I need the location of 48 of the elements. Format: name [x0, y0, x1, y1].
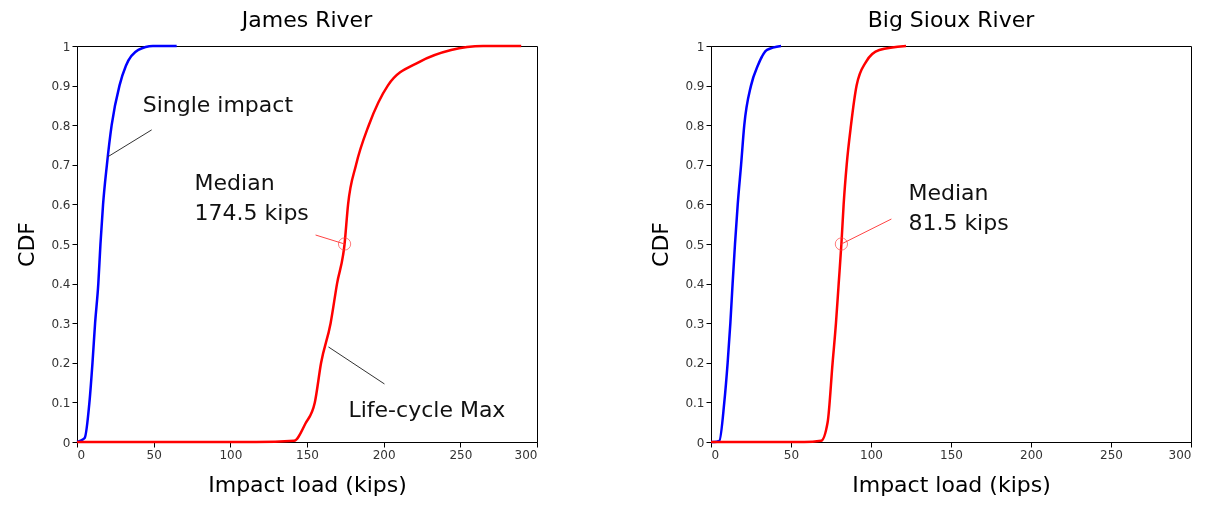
annotation: Single impact: [142, 91, 294, 117]
annotation: Median 81.5 kips: [908, 180, 1009, 235]
y-tick-label: 0.7: [685, 158, 705, 173]
y-tick-label: 0.7: [51, 158, 71, 173]
x-tick-label: 150: [940, 447, 963, 462]
y-tick-label: 0.6: [51, 197, 71, 212]
y-tick-label: 0: [696, 435, 705, 450]
y-tick-label: 1: [62, 39, 71, 54]
x-tick-label: 250: [1100, 447, 1123, 462]
y-tick-label: 0.4: [51, 277, 71, 292]
chart-title: Big Sioux River: [867, 7, 1036, 32]
x-tick-label: 50: [783, 447, 800, 462]
y-tick-label: 0.3: [685, 316, 705, 331]
y-tick-label: 0.1: [685, 395, 705, 410]
y-tick-label: 0.2: [51, 356, 71, 371]
x-tick-label: 200: [372, 447, 396, 462]
y-tick-label: 0.1: [51, 395, 71, 410]
y-tick-label: 0.5: [51, 237, 71, 252]
y-tick-label: 0.8: [685, 118, 705, 133]
y-axis-title: CDF: [648, 222, 674, 267]
y-tick-label: 1: [696, 39, 705, 54]
y-tick-label: 0.9: [51, 79, 71, 94]
y-tick-label: 0.5: [685, 237, 705, 252]
x-tick-label: 0: [77, 447, 86, 462]
x-tick-label: 0: [711, 447, 720, 462]
annotation: Median 174.5 kips: [194, 170, 309, 225]
y-tick-label: 0.9: [685, 79, 705, 94]
x-tick-label: 100: [219, 447, 243, 462]
y-tick-label: 0.6: [685, 197, 705, 212]
chart-title: James River: [239, 7, 374, 32]
y-tick-label: 0: [62, 435, 71, 450]
y-tick-label: 0.4: [685, 277, 705, 292]
x-tick-label: 50: [146, 447, 162, 462]
x-axis-title: Impact load (kips): [852, 471, 1051, 497]
y-tick-label: 0.2: [685, 356, 705, 371]
y-tick-label: 0.8: [51, 118, 71, 133]
y-axis-title: CDF: [14, 222, 40, 267]
line-series: [75, 44, 523, 444]
line-series: [709, 44, 908, 444]
x-tick-label: 300: [514, 447, 538, 462]
x-tick-label: 200: [1020, 447, 1043, 462]
annotation: Life-cycle Max: [348, 396, 506, 422]
x-axis-title: Impact load (kips): [208, 471, 407, 497]
y-tick-label: 0.3: [51, 316, 71, 331]
x-tick-label: 150: [296, 447, 319, 462]
x-tick-label: 250: [449, 447, 473, 462]
x-tick-label: 300: [1168, 447, 1192, 462]
x-tick-label: 100: [860, 447, 883, 462]
